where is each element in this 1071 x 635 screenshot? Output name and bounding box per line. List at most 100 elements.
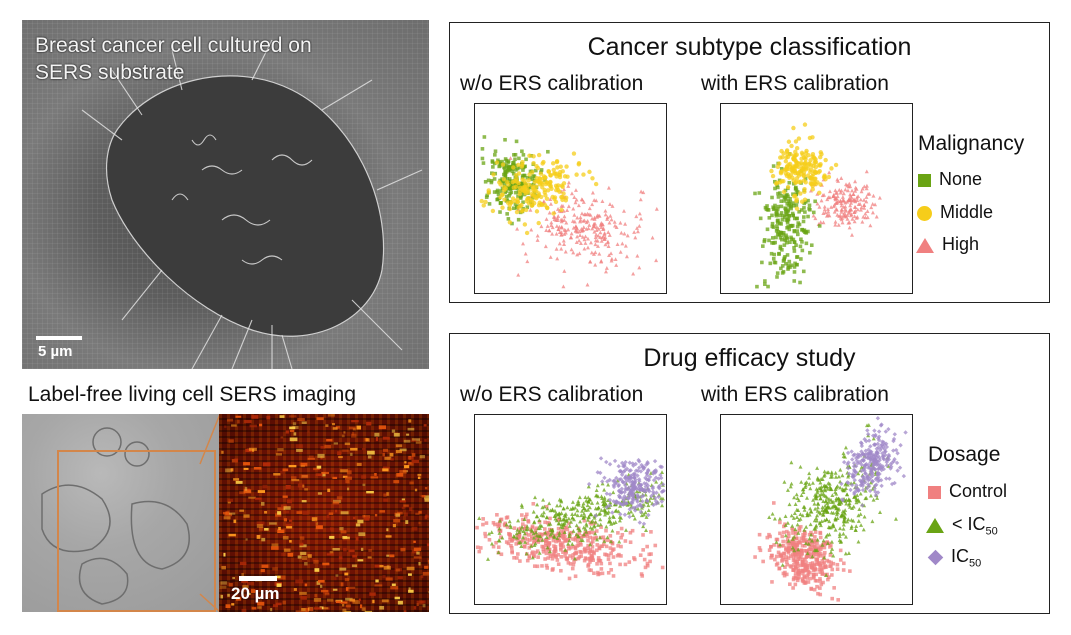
scatter-point-below-ic50 — [811, 497, 816, 502]
heatmap-speckle — [239, 491, 245, 495]
heatmap-speckle — [327, 488, 331, 493]
scatter-point-middle — [516, 171, 522, 176]
scatter-point-control — [559, 546, 563, 550]
scatter-point-below-ic50 — [572, 556, 577, 561]
scatter-point-high — [864, 199, 869, 204]
scatter-point-control — [804, 560, 808, 565]
heatmap-speckle — [340, 582, 344, 587]
scatter-point-control — [599, 561, 604, 566]
scatter-point-middle — [511, 165, 516, 170]
scatter-point-below-ic50 — [581, 532, 586, 537]
scatter-point-control — [559, 568, 563, 573]
scatter-point-middle — [507, 206, 513, 212]
scatter-point-high — [865, 209, 870, 213]
scatter-point-none — [500, 179, 504, 184]
scatter-point-none — [514, 190, 518, 195]
scatter-point-control — [643, 565, 648, 570]
scatter-point-below-ic50 — [774, 540, 779, 544]
scatter-point-control — [815, 541, 819, 546]
scatter-point-high — [839, 176, 844, 180]
scatter-point-control — [547, 527, 552, 532]
scatter-point-control — [573, 574, 578, 579]
legend-triangle-swatch — [916, 237, 934, 253]
scatter-point-none — [512, 153, 516, 157]
scatter-point-high — [588, 240, 593, 245]
scatter-point-below-ic50 — [579, 513, 584, 518]
heatmap-speckle — [411, 526, 418, 531]
scatter-point-control — [785, 562, 790, 567]
scatter-point-middle — [562, 174, 568, 179]
scatter-point-none — [528, 175, 532, 180]
scatter-point-below-ic50 — [538, 534, 543, 539]
scatter-point-below-ic50 — [547, 549, 552, 554]
scatter-point-middle — [802, 197, 808, 202]
scatter-point-below-ic50 — [532, 519, 537, 524]
scatter-point-control — [534, 533, 538, 537]
scatter-point-none — [498, 163, 502, 168]
scatter-point-below-ic50 — [530, 555, 535, 560]
scatter-point-middle — [555, 185, 560, 190]
scatter-point-below-ic50 — [566, 541, 571, 546]
scatter-point-control — [793, 559, 797, 563]
scatter-point-control — [784, 547, 788, 552]
scatter-point-ic50 — [639, 486, 644, 491]
scatter-point-none — [767, 238, 771, 243]
scatter-point-high — [547, 228, 552, 233]
scatter-point-control — [573, 538, 578, 542]
scatter-point-control — [600, 544, 604, 549]
scatter-point-none — [773, 186, 777, 191]
scatter-point-none — [770, 236, 775, 240]
scatter-point-below-ic50 — [834, 510, 839, 514]
scatter-point-high — [604, 266, 609, 270]
scatter-point-control — [800, 578, 805, 583]
scatter-point-high — [573, 224, 578, 229]
scatter-point-middle — [532, 179, 538, 185]
scatter-point-none — [804, 241, 809, 246]
scatter-point-none — [533, 168, 538, 173]
scatter-point-below-ic50 — [794, 492, 799, 497]
heatmap-speckle — [299, 591, 307, 595]
scatter-point-below-ic50 — [602, 497, 607, 502]
scatter-point-high — [576, 203, 581, 208]
scatter-point-below-ic50 — [588, 525, 593, 530]
scatter-point-middle — [587, 169, 592, 175]
heatmap-speckle — [220, 594, 224, 599]
scatter-point-control — [496, 545, 501, 549]
heatmap-speckle — [356, 462, 362, 466]
scatter-point-control — [795, 536, 799, 541]
scatter-point-control — [540, 544, 544, 549]
scatter-point-high — [574, 197, 579, 202]
scatter-point-high — [853, 208, 858, 213]
scatter-point-ic50 — [640, 499, 645, 504]
scatter-point-middle — [557, 174, 563, 180]
scatter-point-control — [530, 551, 534, 556]
scatter-point-control — [775, 537, 780, 542]
heatmap-speckle — [390, 586, 399, 590]
heatmap-speckle — [350, 447, 358, 451]
scatter-point-control — [559, 554, 564, 559]
scatter-point-below-ic50 — [796, 517, 801, 522]
scatter-point-control — [577, 531, 582, 536]
scatter-point-middle — [523, 187, 528, 192]
scatter-point-high — [845, 183, 850, 188]
scatter-point-high — [594, 232, 599, 237]
heatmap-speckle — [367, 450, 375, 455]
heatmap-speckle — [418, 511, 422, 514]
scatter-point-control — [792, 563, 796, 567]
scatter-point-none — [782, 258, 787, 262]
scatter-point-high — [840, 195, 845, 199]
heatmap-speckle — [271, 546, 279, 550]
scatter-point-high — [841, 204, 846, 209]
heatmap-speckle — [379, 510, 386, 513]
scatter-point-high — [577, 229, 582, 234]
scatter-point-high — [566, 180, 571, 185]
heatmap-speckle — [315, 525, 323, 530]
scatter-point-below-ic50 — [605, 535, 610, 540]
scatter-point-control — [591, 558, 596, 562]
scatter-point-high — [856, 194, 861, 199]
scatter-point-control — [787, 546, 792, 550]
scatter-point-control — [757, 532, 762, 537]
scatter-point-high — [596, 233, 601, 238]
scatter-point-high — [554, 231, 559, 236]
scatter-point-ic50 — [607, 492, 613, 497]
